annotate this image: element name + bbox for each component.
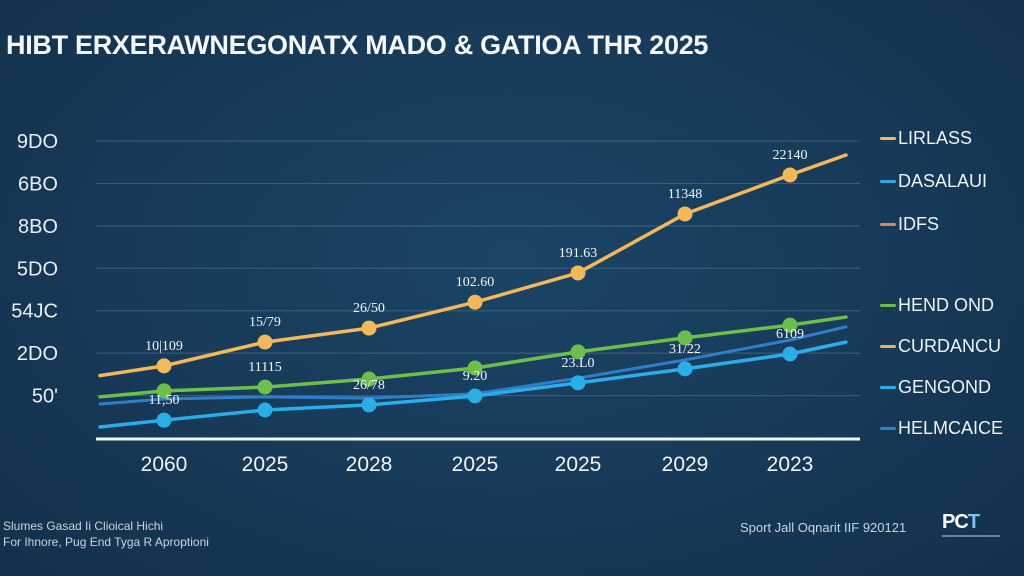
legend-item: CURDANCU (880, 336, 1001, 357)
legend-label: IDFS (898, 214, 940, 234)
series-line-hend-ond (98, 315, 848, 399)
legend-swatch (880, 345, 896, 348)
data-point (677, 361, 693, 377)
chart-title: HIBT ERXERAWNEGONATX MADO & GATIOA THR 2… (6, 30, 709, 60)
data-point (361, 397, 377, 413)
y-tick-label: 50' (32, 386, 58, 408)
y-tick-label: 6BO (18, 173, 58, 195)
legend-swatch (880, 304, 896, 307)
data-point (467, 388, 483, 404)
data-point (156, 412, 172, 428)
data-point (782, 167, 798, 183)
legend-item: HELMCAICE (880, 418, 1003, 439)
legend-item: DASALAUI (880, 171, 987, 192)
legend-label: DASALAUI (898, 171, 988, 191)
legend-item: IDFS (880, 214, 939, 235)
gridlines (96, 140, 860, 397)
data-label: 191.63 (559, 246, 598, 261)
data-point (257, 334, 273, 350)
data-label: 11115 (248, 360, 281, 375)
data-label: 31/22 (669, 342, 701, 357)
series-lines (98, 153, 848, 429)
x-tick-label: 2025 (242, 453, 289, 476)
y-tick-label: 2DO (17, 343, 58, 365)
data-point (156, 358, 172, 374)
data-point (570, 344, 586, 360)
data-label: 26/78 (353, 378, 385, 393)
logo-text-accent: T (967, 511, 980, 533)
x-tick-label: 2028 (346, 453, 393, 476)
legend-label: CURDANCU (898, 336, 1001, 356)
y-tick-label: 5DO (17, 258, 58, 280)
data-point (677, 206, 693, 222)
legend-swatch (880, 180, 896, 183)
logo-mark: PCT (942, 512, 1002, 532)
data-point (677, 330, 693, 346)
data-label: 102.60 (456, 275, 495, 290)
y-axis-ticks: 50' 2DO 54JC 5DO 8BO 6BO 9DO (11, 131, 58, 408)
data-label: 10|109 (145, 339, 183, 354)
data-point (361, 371, 377, 387)
legend-item: HEND OND (880, 295, 994, 316)
data-point (257, 379, 273, 395)
data-label: 15/79 (249, 315, 281, 330)
data-point (361, 320, 377, 336)
x-axis-ticks: 2060 2025 2028 2025 2025 2029 2023 (141, 453, 814, 476)
data-point (156, 383, 172, 399)
data-point (570, 375, 586, 391)
legend-swatch (880, 223, 896, 226)
legend: LIRLASS DASALAUI IDFS HEND OND CURDANCU GENGO… (880, 0, 1024, 576)
footnote-line-1: Slumes Gasad Ii Clioical Hichi (3, 519, 164, 533)
data-point (467, 360, 483, 376)
footnote-line-2: For Ihnore, Pug End Tyga R Aproptioni (3, 535, 209, 549)
y-tick-label: 54JC (11, 301, 58, 323)
legend-label: GENGOND (898, 377, 992, 397)
data-point (782, 346, 798, 362)
legend-item: LIRLASS (880, 128, 972, 149)
source-note: Sport Jall Oqnarit IIF 920121 (740, 520, 907, 535)
data-point (467, 294, 483, 310)
logo-tagline (942, 535, 1000, 537)
x-tick-label: 2025 (555, 453, 602, 476)
logo-text: PC (942, 511, 969, 533)
legend-swatch (880, 427, 896, 430)
data-labels: 11,50 26/78 9.20 23.L0 31/22 6109 11115 10|109 1… (145, 148, 807, 408)
data-point (782, 317, 798, 333)
series-markers (156, 167, 798, 428)
data-point (570, 265, 586, 281)
data-label: 11,50 (149, 393, 180, 408)
series-line-lirlass (98, 153, 848, 378)
x-tick-label: 2060 (141, 453, 188, 476)
y-tick-label: 8BO (18, 216, 58, 238)
footnote: Slumes Gasad Ii Clioical Hichi For Ihnor… (3, 518, 209, 550)
legend-label: LIRLASS (898, 128, 973, 148)
legend-label: HEND OND (898, 295, 995, 315)
x-tick-label: 2029 (662, 453, 709, 476)
legend-swatch (880, 137, 896, 140)
data-point (257, 402, 273, 418)
data-label: 11348 (668, 187, 702, 202)
y-tick-label: 9DO (17, 131, 58, 153)
data-label: 22140 (773, 148, 808, 163)
data-label: 6109 (776, 327, 804, 342)
x-tick-label: 2023 (767, 453, 814, 476)
legend-swatch (880, 386, 896, 389)
data-label: 26/50 (353, 301, 385, 316)
data-label: 9.20 (463, 369, 488, 384)
legend-label: HELMCAICE (898, 418, 1004, 438)
data-label: 23.L0 (561, 356, 594, 371)
company-logo: PCT (942, 512, 1002, 542)
x-tick-label: 2025 (452, 453, 499, 476)
legend-item: GENGOND (880, 377, 991, 398)
